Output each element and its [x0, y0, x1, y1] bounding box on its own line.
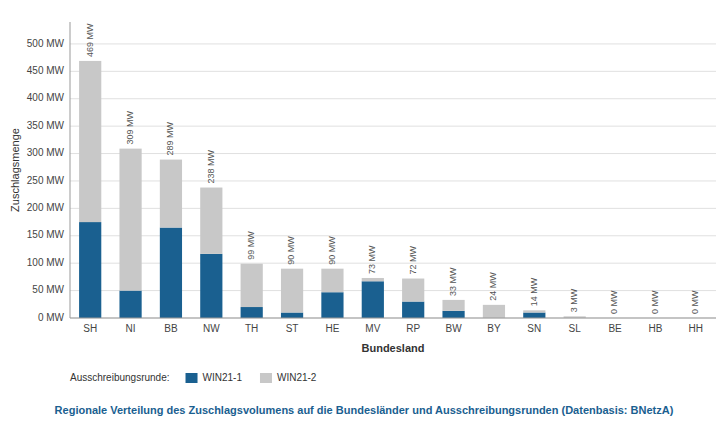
x-tick-label: SN [527, 323, 541, 334]
total-label: 309 MW [125, 111, 135, 145]
bar-segment [523, 310, 545, 312]
x-tick-label: BW [446, 323, 463, 334]
bar-segment [321, 292, 343, 318]
y-tick-label: 250 MW [27, 175, 65, 186]
bar-segment [200, 254, 222, 318]
x-axis-line [70, 318, 716, 319]
y-tick-label: 450 MW [27, 65, 65, 76]
grid-line [70, 71, 716, 72]
x-tick-label: HE [325, 323, 339, 334]
legend-label: WIN21-1 [203, 372, 243, 383]
bar-segment [281, 269, 303, 313]
bar-segment [483, 305, 505, 318]
bar-segment [402, 302, 424, 318]
bar-segment [200, 188, 222, 254]
x-tick-label: ST [286, 323, 299, 334]
y-tick-label: 200 MW [27, 202, 65, 213]
bar-segment [321, 269, 343, 293]
legend-title: Ausschreibungsrunde: [70, 372, 170, 383]
total-label: 24 MW [488, 272, 498, 301]
bar-segment [241, 307, 263, 318]
total-label: 3 MW [569, 288, 579, 312]
y-tick-label: 0 MW [38, 312, 65, 323]
y-tick-label: 150 MW [27, 229, 65, 240]
bar-segment [241, 264, 263, 307]
legend-swatch [260, 373, 272, 383]
y-tick-label: 350 MW [27, 120, 65, 131]
legend-label: WIN21-2 [277, 372, 317, 383]
y-tick-label: 300 MW [27, 147, 65, 158]
x-tick-label: BE [608, 323, 622, 334]
x-tick-label: SH [83, 323, 97, 334]
y-tick-label: 50 MW [32, 284, 64, 295]
total-label: 238 MW [206, 150, 216, 184]
x-tick-label: BB [164, 323, 178, 334]
total-label: 0 MW [609, 290, 619, 314]
total-label: 289 MW [165, 122, 175, 156]
bar-segment [442, 300, 464, 311]
bar-segment [362, 278, 384, 281]
bar-segment [442, 311, 464, 318]
x-tick-label: SL [569, 323, 582, 334]
x-tick-label: TH [245, 323, 258, 334]
bar-segment [281, 313, 303, 318]
total-label: 0 MW [650, 290, 660, 314]
total-label: 73 MW [367, 245, 377, 274]
total-label: 0 MW [690, 290, 700, 314]
grid-line [70, 98, 716, 99]
grid [70, 44, 716, 318]
bar-segment [79, 222, 101, 318]
total-label: 14 MW [529, 277, 539, 306]
total-label: 72 MW [408, 246, 418, 275]
total-label: 90 MW [286, 236, 296, 265]
x-tick-label: HH [689, 323, 703, 334]
bar-segment [119, 149, 141, 291]
bar-segment [79, 61, 101, 222]
y-axis-line [70, 22, 71, 318]
x-tick-label: NW [203, 323, 220, 334]
bar-segment [523, 313, 545, 318]
total-label: 33 MW [448, 267, 458, 296]
legend-swatch [186, 373, 198, 383]
legend: Ausschreibungsrunde: WIN21-1 WIN21-2 [70, 372, 317, 383]
x-axis-label: Bundesland [362, 342, 425, 354]
bars [79, 61, 586, 318]
total-label: 99 MW [246, 231, 256, 260]
grid-line [70, 318, 716, 319]
y-tick-label: 100 MW [27, 257, 65, 268]
bar-segment [119, 291, 141, 318]
x-tick-label: NI [126, 323, 136, 334]
x-tick-label: MV [365, 323, 380, 334]
bar-segment [160, 228, 182, 318]
grid-line [70, 43, 716, 44]
total-label: 90 MW [327, 236, 337, 265]
x-tick-label: BY [487, 323, 501, 334]
title: Regionale Verteilung des Zuschlagsvolume… [55, 404, 674, 416]
bar-segment [160, 160, 182, 228]
total-label: 469 MW [85, 23, 95, 57]
y-tick-label: 500 MW [27, 38, 65, 49]
y-axis-label: Zuschlagsmenge [9, 128, 21, 212]
x-tick-label: RP [406, 323, 420, 334]
y-tick-label: 400 MW [27, 92, 65, 103]
bar-segment [402, 279, 424, 302]
chart: 0 MW 50 MW 100 MW 150 MW 200 MW 250 MW 300 MW 3… [0, 0, 728, 436]
bar-segment [362, 281, 384, 318]
x-tick-label: HB [648, 323, 662, 334]
